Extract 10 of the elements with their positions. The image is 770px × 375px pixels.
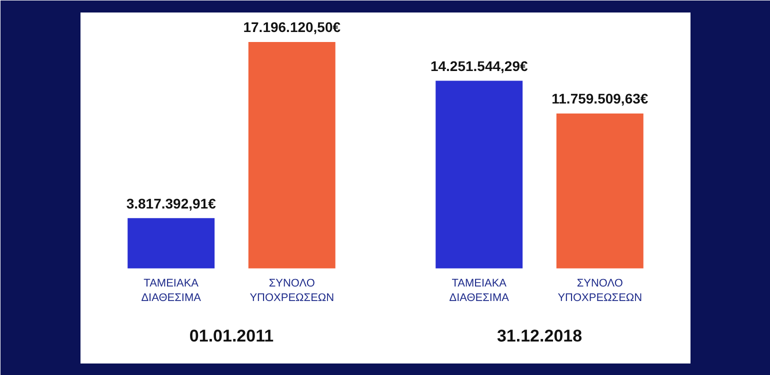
text: 31.12.2018 xyxy=(496,326,582,346)
x-tick-label: ΤΑΜΕΙΑΚΑ ΔΙΑΘΕΣΙΜΑ xyxy=(141,277,202,304)
x-tick-label: ΣΥΝΟΛΟ ΥΠΟΧΡΕΩΣΕΩΝ xyxy=(250,277,334,304)
data-label: 17.196.120,50€ xyxy=(243,19,341,36)
data-label: 11.759.509,63€ xyxy=(552,90,648,107)
data-label: 3.817.392,91€ xyxy=(126,195,216,212)
x-tick-label: ΤΑΜΕΙΑΚΑ ΔΙΑΘΕΣΙΜΑ xyxy=(449,277,510,304)
data-label: 14.251.544,29€ xyxy=(430,58,528,74)
x-tick-label: ΣΥΝΟΛΟ ΥΠΟΧΡΕΩΣΕΩΝ xyxy=(558,277,642,304)
text: 01.01.2011 xyxy=(189,326,274,346)
